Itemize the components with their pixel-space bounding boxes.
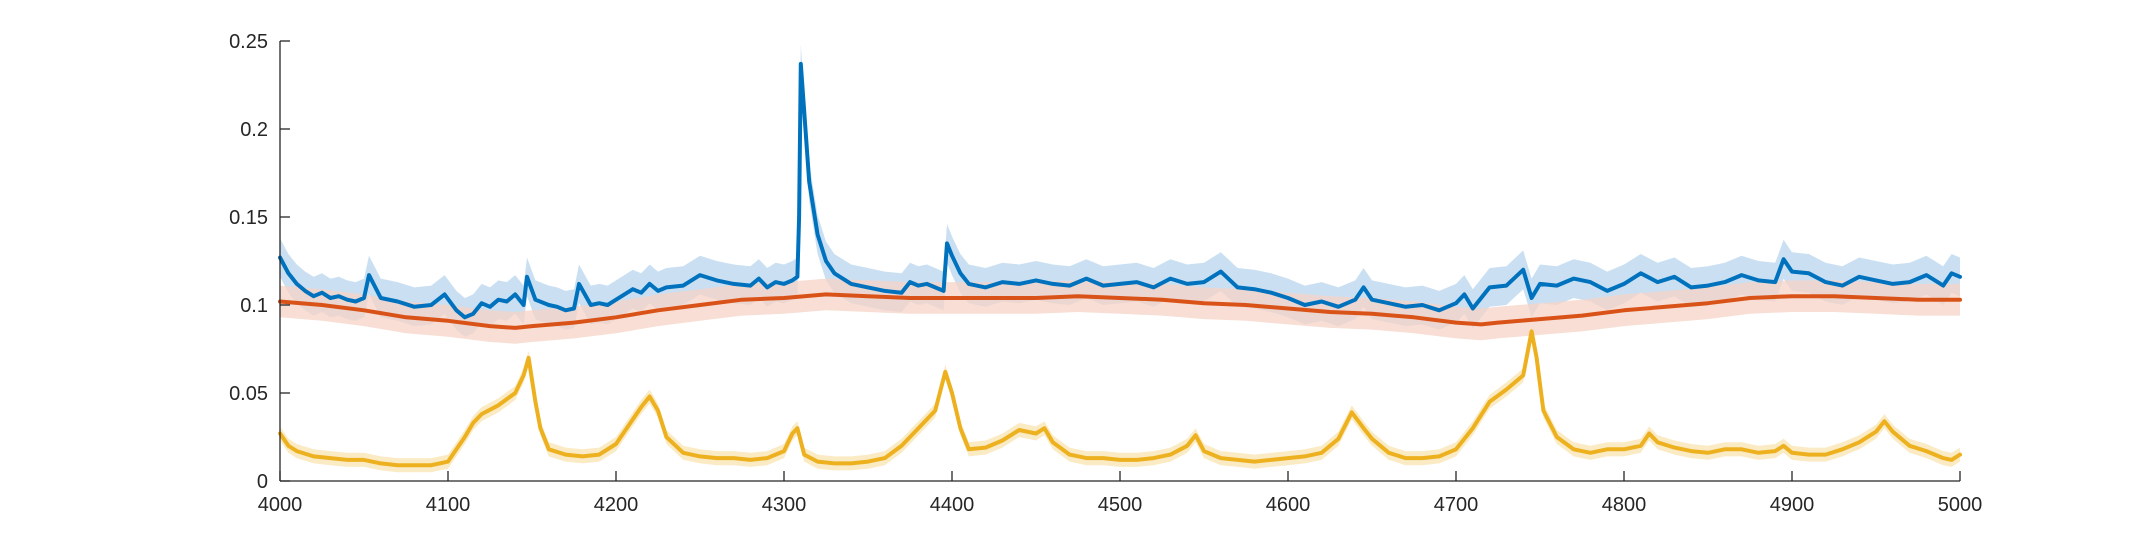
y-tick-label: 0 [257,471,268,493]
x-axis-ticks: 4000 4100 4200 4300 4400 4500 4600 4700 4800 4900… [258,471,1983,516]
x-tick-label: 4100 [426,494,471,516]
series-2-band [280,278,1960,344]
x-tick-label: 4000 [258,494,303,516]
y-tick-label: 0.25 [229,31,268,53]
x-tick-label: 4200 [594,494,639,516]
x-tick-label: 4800 [1602,494,1647,516]
x-tick-label: 4600 [1266,494,1311,516]
series-1-line [278,61,1962,320]
x-tick-label: 4900 [1770,494,1815,516]
y-tick-label: 0.2 [240,119,268,141]
x-tick-label: 5000 [1938,494,1983,516]
x-tick-label: 4400 [930,494,975,516]
y-axis-ticks: 0 0.05 0.1 0.15 0.2 0.25 [229,31,290,493]
series-lines [278,61,1962,468]
x-tick-label: 4700 [1434,494,1479,516]
series-1-band [280,44,1960,337]
series-2-line [278,292,1962,330]
series-3-line [278,329,1962,468]
y-tick-label: 0.05 [229,383,268,405]
y-tick-label: 0.1 [240,295,268,317]
axes [279,41,1960,482]
x-tick-label: 4500 [1098,494,1143,516]
x-tick-label: 4300 [762,494,807,516]
y-tick-label: 0.15 [229,207,268,229]
series-3-band [280,324,1960,473]
confidence-bands [280,44,1960,473]
